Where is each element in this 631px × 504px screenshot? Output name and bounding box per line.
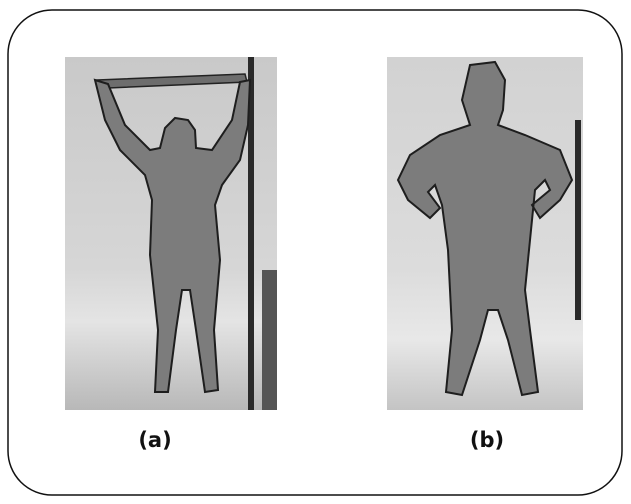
depth-image-a bbox=[65, 57, 277, 410]
panel-label: (b) bbox=[470, 428, 504, 452]
panel-label: (a) bbox=[138, 428, 171, 452]
figure: (a) (b) bbox=[0, 0, 631, 504]
depth-image-b bbox=[387, 57, 583, 410]
